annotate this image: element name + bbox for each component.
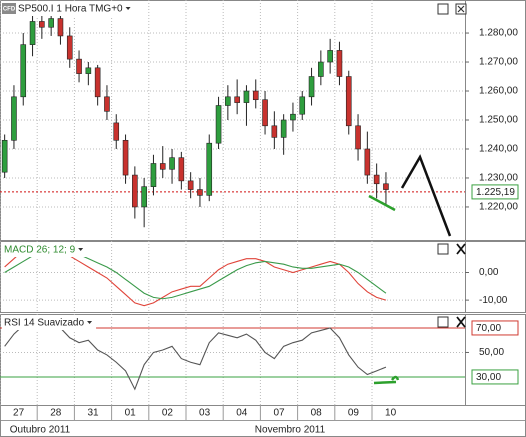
maximize-button[interactable] (437, 243, 449, 255)
candle-body (271, 125, 278, 138)
close-button[interactable] (456, 243, 466, 255)
candle-body (336, 50, 343, 77)
close-button[interactable] (456, 316, 466, 328)
y-tick-label: 1.230,00 (479, 173, 518, 184)
candle-body (345, 76, 352, 127)
level-label: 30,00 (476, 372, 501, 383)
candle-body (280, 119, 287, 138)
candle-body (132, 174, 138, 208)
x-tick-label: 10 (385, 408, 397, 419)
candle-body (290, 113, 296, 121)
candle-body (169, 157, 175, 170)
candle-body (76, 58, 82, 74)
panel-buttons (437, 3, 467, 328)
x-tick-label: 27 (13, 408, 25, 419)
candle-body (57, 18, 64, 37)
candle-body (225, 96, 231, 106)
maximize-button[interactable] (437, 3, 449, 15)
x-tick-label: 07 (273, 408, 285, 419)
candle-body (327, 50, 333, 63)
candle-body (20, 44, 27, 98)
y-tick-label: 1.240,00 (479, 144, 518, 155)
candle-body (355, 125, 361, 150)
y-tick-label: 1.250,00 (479, 115, 518, 126)
y-tick-label: -10,00 (479, 295, 508, 306)
candle-body (187, 180, 194, 190)
candle-body (215, 105, 222, 144)
candle-body (48, 18, 54, 28)
x-tick-label: 31 (87, 408, 99, 419)
level-label: 70,00 (476, 323, 501, 334)
x-tick-label: 08 (311, 408, 323, 419)
candle-body (159, 163, 166, 170)
overlay-layer: 1.220,00 1.230,00 1.240,00 1.250,00 1.260,00… (2, 2, 519, 436)
y-tick-label: 0,00 (479, 267, 499, 278)
y-tick-label: 1.220,00 (479, 202, 518, 213)
x-tick-label: 02 (162, 408, 174, 419)
x-group-label: Outubro 2011 (10, 425, 71, 436)
symbol-badge-text: CFD (3, 7, 16, 13)
candle-body (94, 67, 101, 98)
maximize-button[interactable] (437, 316, 449, 328)
level-label: 1.225,19 (476, 187, 515, 198)
candle-body (29, 21, 36, 45)
candle-body (66, 35, 73, 60)
candle-body (373, 174, 380, 185)
x-tick-label: 28 (50, 408, 62, 419)
candle-body (262, 99, 268, 127)
x-tick-label: 04 (236, 408, 248, 419)
dropdown-arrow (125, 7, 131, 10)
candle-body (122, 139, 129, 176)
candle-body (113, 122, 120, 141)
level-label-box (471, 184, 519, 200)
candle-body (206, 142, 213, 196)
candle-body (11, 96, 17, 141)
candle-body (308, 76, 315, 98)
candle-body (104, 96, 110, 112)
candle-body (39, 21, 45, 28)
candle-body (141, 186, 147, 208)
panel-title-bg (2, 316, 97, 330)
candle-body (150, 163, 157, 187)
panel-title-bg (2, 243, 88, 257)
candle-body (364, 148, 371, 176)
candle-body (197, 189, 203, 196)
dropdown-arrow (78, 248, 84, 251)
x-group-label: Novembro 2011 (255, 425, 326, 436)
x-tick-label: 01 (125, 408, 137, 419)
indicator-line (4, 321, 387, 391)
level-label-box (471, 369, 519, 385)
candle-body (252, 90, 259, 101)
y-tick-label: 1.280,00 (479, 28, 518, 39)
candle-body (234, 96, 240, 103)
y-tick-label: 1.260,00 (479, 86, 518, 97)
candle-body (1, 139, 8, 173)
x-tick-label: 09 (348, 408, 360, 419)
candle-body (383, 183, 389, 190)
panel-title: SP500.I 1 Hora TMG+0 (18, 4, 123, 15)
dropdown-arrow (87, 321, 93, 324)
candle-body (178, 157, 185, 182)
candle-body (318, 61, 324, 77)
symbol-badge (2, 3, 16, 14)
close-icon (457, 5, 465, 13)
y-tick-label: 1.270,00 (479, 57, 518, 68)
panel-title: RSI 14 Suavizado (4, 318, 84, 329)
panel-title: MACD 26; 12; 9 (4, 245, 76, 256)
annotation-arrow (400, 154, 452, 237)
annotation-line (368, 194, 396, 212)
y-tick-label: 50,00 (479, 347, 504, 358)
panel-title-bg (16, 2, 135, 16)
candle-body (85, 67, 92, 74)
level-label-box (471, 320, 519, 336)
candle-body (243, 90, 250, 103)
candle-body (299, 96, 306, 115)
x-tick-label: 03 (199, 408, 211, 419)
annotation-line (373, 375, 400, 385)
